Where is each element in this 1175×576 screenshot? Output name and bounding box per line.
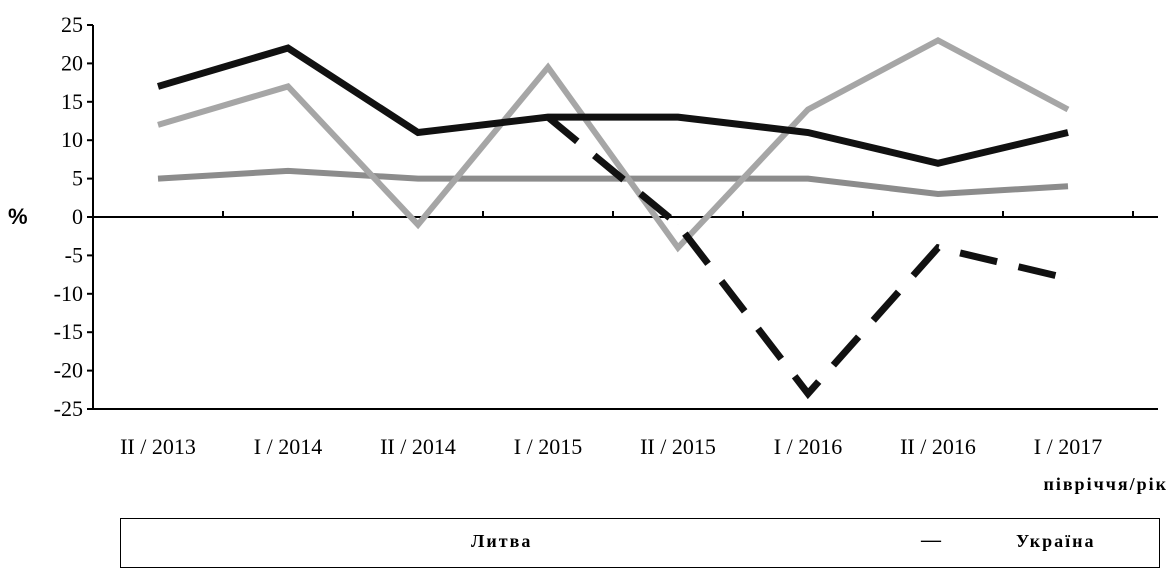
- y-tick-label: 0: [72, 204, 83, 229]
- y-axis-label: %: [8, 204, 28, 229]
- y-tick-label: -20: [54, 358, 83, 383]
- y-tick-label: 20: [61, 50, 83, 75]
- y-tick-label: 25: [61, 12, 83, 37]
- y-tick-label: 10: [61, 127, 83, 152]
- x-axis-label: півріччя/рік: [1043, 474, 1168, 494]
- x-tick-label: II / 2014: [380, 434, 456, 459]
- line-chart: 25 20 15 10 5 0 -5 -10 -15 -20 -25 II / 2013 I / 20…: [8, 12, 1168, 494]
- y-tick-label: 5: [72, 166, 83, 191]
- y-tick-label: -10: [54, 281, 83, 306]
- y-tick-label: -25: [54, 396, 83, 421]
- y-tick-label: -5: [65, 242, 83, 267]
- legend-item-lithuania: Литва: [471, 531, 533, 551]
- y-tick-label: 15: [61, 89, 83, 114]
- x-tick-label: I / 2016: [774, 434, 842, 459]
- x-tick-label: II / 2016: [900, 434, 976, 459]
- series-line-series-3: [157, 167, 1069, 197]
- y-tick-label: -15: [54, 319, 83, 344]
- legend: Литва — Україна: [120, 518, 1160, 568]
- y-axis-ticks: 25 20 15 10 5 0 -5 -10 -15 -20 -25: [54, 12, 93, 421]
- series-line-Литва: [157, 44, 1069, 167]
- legend-dash-marker: —: [921, 529, 941, 551]
- x-tick-label: I / 2014: [254, 434, 322, 459]
- series-line-series-2: [157, 36, 1070, 253]
- axes: [92, 25, 1158, 410]
- x-tick-label: I / 2017: [1034, 434, 1102, 459]
- x-axis-ticks: II / 2013 I / 2014 II / 2014 I / 2015 II / 2…: [120, 211, 1134, 459]
- series-line-Україна: [545, 114, 1069, 400]
- legend-item-ukraine: Україна: [1016, 531, 1096, 551]
- x-tick-label: II / 2015: [640, 434, 716, 459]
- x-tick-label: I / 2015: [514, 434, 582, 459]
- series-layer: [157, 36, 1070, 400]
- x-tick-label: II / 2013: [120, 434, 196, 459]
